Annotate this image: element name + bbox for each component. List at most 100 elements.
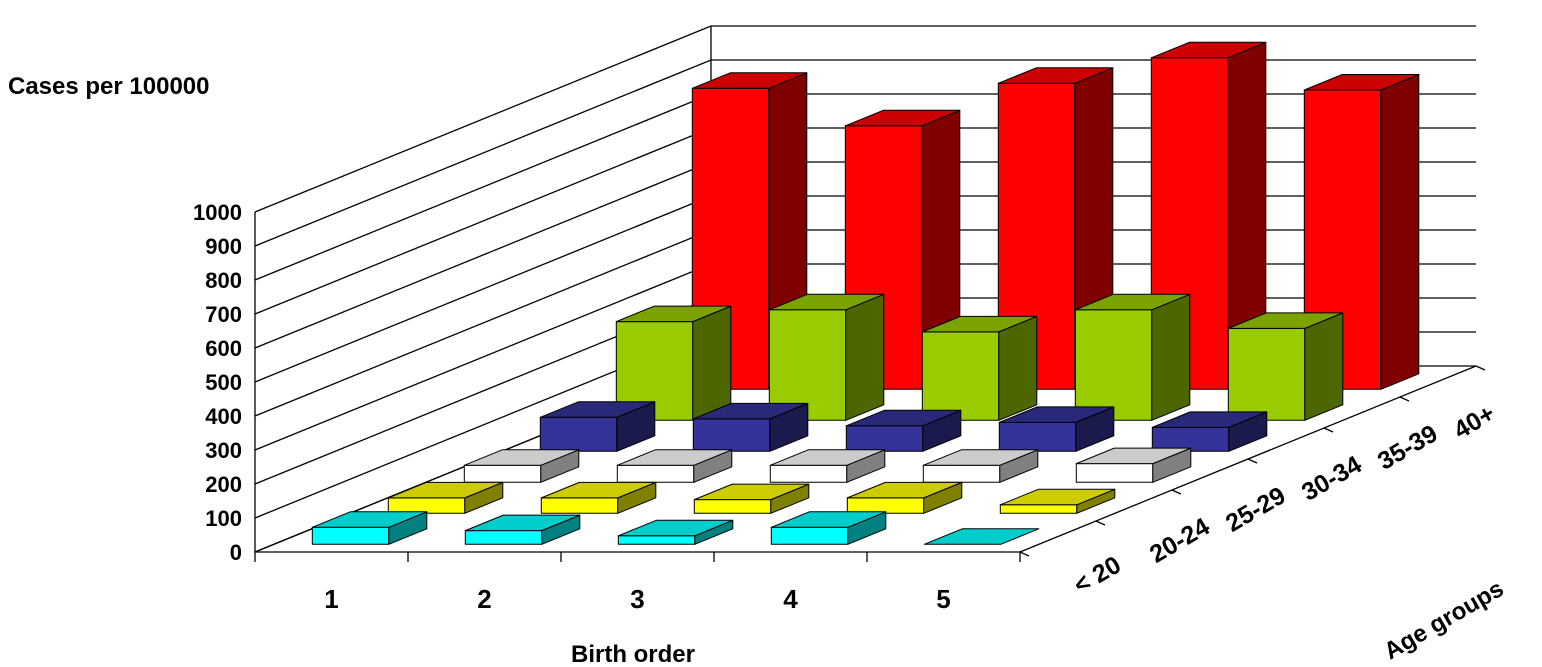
bar-top [997,67,1114,84]
y-tick-label: 600 [205,336,242,361]
bar-front [616,464,695,483]
z-tick-mark [1475,365,1486,371]
bar [846,481,963,514]
bar-side [692,305,732,421]
y-axis-title: Cases per 100000 [8,73,210,100]
bar [616,449,733,483]
y-tick-label: 200 [205,472,242,497]
bar-top [1151,411,1268,428]
bar [770,511,887,545]
bar-top [387,481,504,499]
bar [463,449,580,483]
bar-top [615,305,732,323]
x-tick-label: 4 [783,584,798,614]
bar-side [1304,312,1344,421]
y-tick-label: 500 [205,370,242,395]
bar [615,305,732,421]
bar-side [1380,74,1420,390]
bar-front [999,504,1078,514]
y-tick-label: 900 [205,234,242,259]
bar [999,488,1116,514]
z-tick-mark [1095,520,1106,526]
z-tick-label: < 20 [1069,551,1126,600]
bar-front [464,530,543,545]
bar-front [1074,309,1153,421]
bar-top [539,401,656,418]
bar-front [998,421,1077,452]
bar-top [921,315,1038,333]
bar-front [769,464,848,483]
bar-top [770,511,887,528]
bar-front [1075,463,1154,483]
bar [921,315,1038,421]
bar-top [311,511,428,528]
x-tick-label: 5 [936,584,950,614]
z-tick-mark [1323,427,1334,433]
y-tick-label: 800 [205,268,242,293]
bar [1151,411,1268,452]
bar-top [999,488,1116,506]
bar-front [311,526,390,545]
bar-top [768,293,885,311]
z-tick-mark [1171,489,1182,495]
z-axis-title: Age groups [1380,575,1509,665]
bar [1075,447,1192,483]
bar [923,528,1040,545]
y-tick-label: 1000 [193,200,242,225]
bar-top [1227,312,1344,329]
z-tick-label: 25-29 [1221,481,1290,537]
x-axis-title: Birth order [571,641,695,667]
chart-bars [311,41,1420,545]
z-tick-label: 30-34 [1297,450,1366,506]
bar-top [1074,293,1191,311]
bar [692,402,809,452]
x-tick-label: 2 [477,584,491,614]
bar [464,514,581,545]
bar-top [540,481,657,499]
bar [768,293,885,421]
z-tick-label: 20-24 [1145,512,1214,568]
bar-top [1075,447,1192,465]
y-tick-label: 400 [205,404,242,429]
bar-front [692,418,771,452]
bar-front [770,526,849,545]
bar [845,409,962,452]
bar-top [846,481,963,499]
bar-front [693,499,772,514]
bar-top [464,514,581,532]
bar-top [844,109,961,127]
y-tick-label: 100 [205,506,242,531]
bar-front [540,497,619,514]
z-tick-label: 35-39 [1373,419,1442,475]
bar-top [769,449,886,466]
bar-top [845,409,962,427]
bar-front [617,535,696,545]
bar-top [923,528,1040,545]
bar [1074,293,1191,421]
bar-top [998,406,1115,423]
bar-side [845,293,885,421]
bar [540,481,657,514]
bar-front [1227,327,1306,421]
bar-front [463,464,542,483]
bar [769,449,886,483]
bar [998,406,1115,452]
bar [387,481,504,514]
bar-top [463,449,580,466]
bar-top [1303,74,1420,91]
bar-front [845,425,924,452]
z-tick-label: 40+ [1449,399,1500,444]
bar-front [846,497,925,514]
z-tick-mark [1399,396,1410,402]
bar [922,449,1039,483]
bar-front [922,464,1001,483]
bar [1227,312,1344,421]
bar-front [387,497,466,514]
z-tick-mark [1019,551,1030,557]
bar [1303,74,1420,390]
y-tick-label: 700 [205,302,242,327]
x-tick-label: 3 [630,584,644,614]
bar-top [617,519,734,537]
bar [693,483,810,514]
